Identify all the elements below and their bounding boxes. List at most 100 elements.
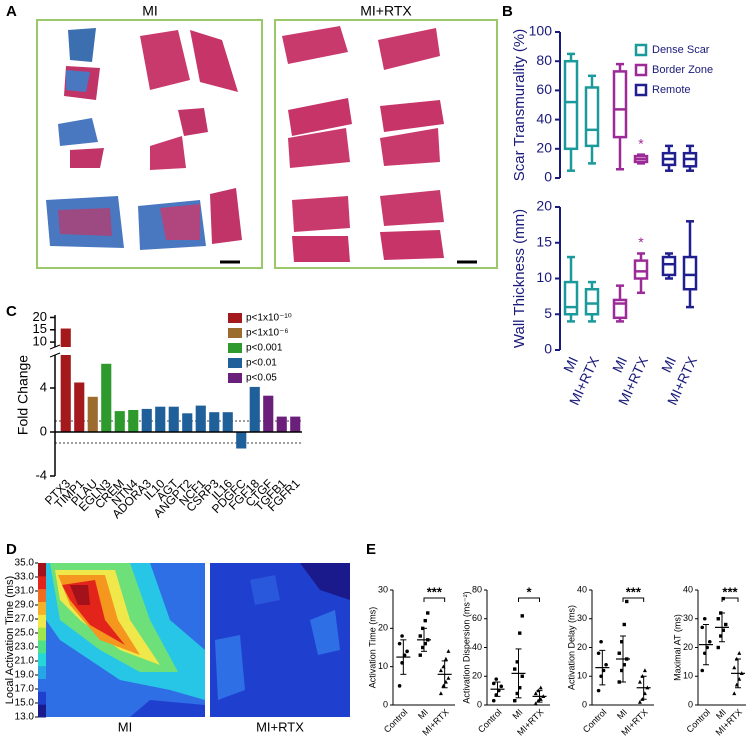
y-axis-label: Fold Change [15,355,31,435]
y-tick-label: 20 [472,671,482,681]
bar [236,432,247,449]
bar [155,406,166,432]
colorbar-tick-label: 13.0 [15,712,35,723]
y-tick-label: 20 [378,623,388,633]
box [584,86,600,148]
point [443,656,448,661]
point [620,668,624,673]
point [513,698,517,703]
point [438,668,443,673]
y-tick-label: 40 [536,110,552,126]
y-tick-label: 0 [477,699,482,709]
y-axis-label: Maximal AT (ms) [672,614,682,681]
y-tick-label: 60 [536,81,552,97]
bar [209,412,220,432]
y-tick-label: 15 [536,233,552,249]
point [724,622,728,627]
point [622,622,626,627]
point [737,651,742,655]
y-axis-label: Activation Delay (ms) [566,605,576,690]
point [423,641,427,646]
point [625,599,629,604]
legend-label: Dense Scar [652,44,710,56]
colorbar-band [38,614,46,628]
colorbar-tick-label: 35.0 [15,558,35,569]
legend-label: p<1x10⁻⁶ [246,328,288,339]
bar [195,405,206,432]
point [446,675,451,680]
point [596,688,601,693]
bar [74,382,85,432]
y-tick-label: 10 [683,671,693,681]
significance: * [526,584,532,599]
point [604,662,608,667]
point [533,701,538,706]
bar [222,412,233,432]
x-tick-label: MI [560,354,581,375]
point [520,614,524,618]
point [637,699,642,704]
colorbar-tick-label: 29.0 [15,600,35,611]
y-tick-label: 10 [536,269,552,285]
significance-bracket [721,597,739,602]
point [642,668,647,673]
y-axis-label: Activation Time (ms) [367,607,377,689]
panel-label: E [366,541,376,558]
panel-label: A [6,3,17,20]
point [617,651,621,655]
y-tick-label: 30 [683,613,693,623]
point [702,616,707,621]
bar [141,408,152,432]
legend-swatch [228,373,242,383]
bar [101,363,112,432]
point [721,596,725,601]
legend-swatch [634,63,648,77]
colorbar-band [38,601,46,615]
significance: *** [427,584,443,599]
y-tick-label: 5 [544,305,552,321]
y-tick-label: 80 [536,52,552,68]
map-label: MI+RTX [256,719,304,734]
legend-swatch [228,358,242,368]
point [732,665,737,670]
tissue-images [46,26,477,264]
axis-break [49,352,61,358]
box [563,59,579,151]
box [633,259,649,280]
bar [60,355,71,432]
colorbar-band [38,627,46,641]
bar [182,413,193,432]
bar [276,416,287,432]
y-tick-label: 10 [33,334,47,349]
point [596,651,601,656]
legend-swatch [228,343,242,353]
legend-label: p<0.001 [246,343,283,354]
box [682,255,698,291]
panel-label: B [502,3,513,20]
x-tick-label: Control [382,707,410,735]
y-axis-label: Wall Thickness (mm) [511,209,528,348]
point [513,667,517,671]
point [418,634,422,638]
colorbar-tick-label: 31.0 [15,586,35,597]
significance: * [638,135,644,151]
significance-bracket [518,597,540,602]
point [438,691,443,696]
significance: *** [626,584,642,599]
box [563,280,579,316]
bar [263,395,274,432]
y-tick-label: 10 [378,661,388,671]
legend-swatch [634,83,648,97]
y-tick-label: 20 [683,642,693,652]
point [494,677,499,681]
colorbar-band [38,665,46,679]
colorbar-tick-label: 19.0 [15,670,35,681]
point [700,668,705,673]
point [397,684,402,688]
y-tick-label: 100 [529,23,553,39]
activation-map [46,563,205,717]
significance-bracket [622,597,645,602]
point [405,649,409,654]
bar [128,410,139,432]
